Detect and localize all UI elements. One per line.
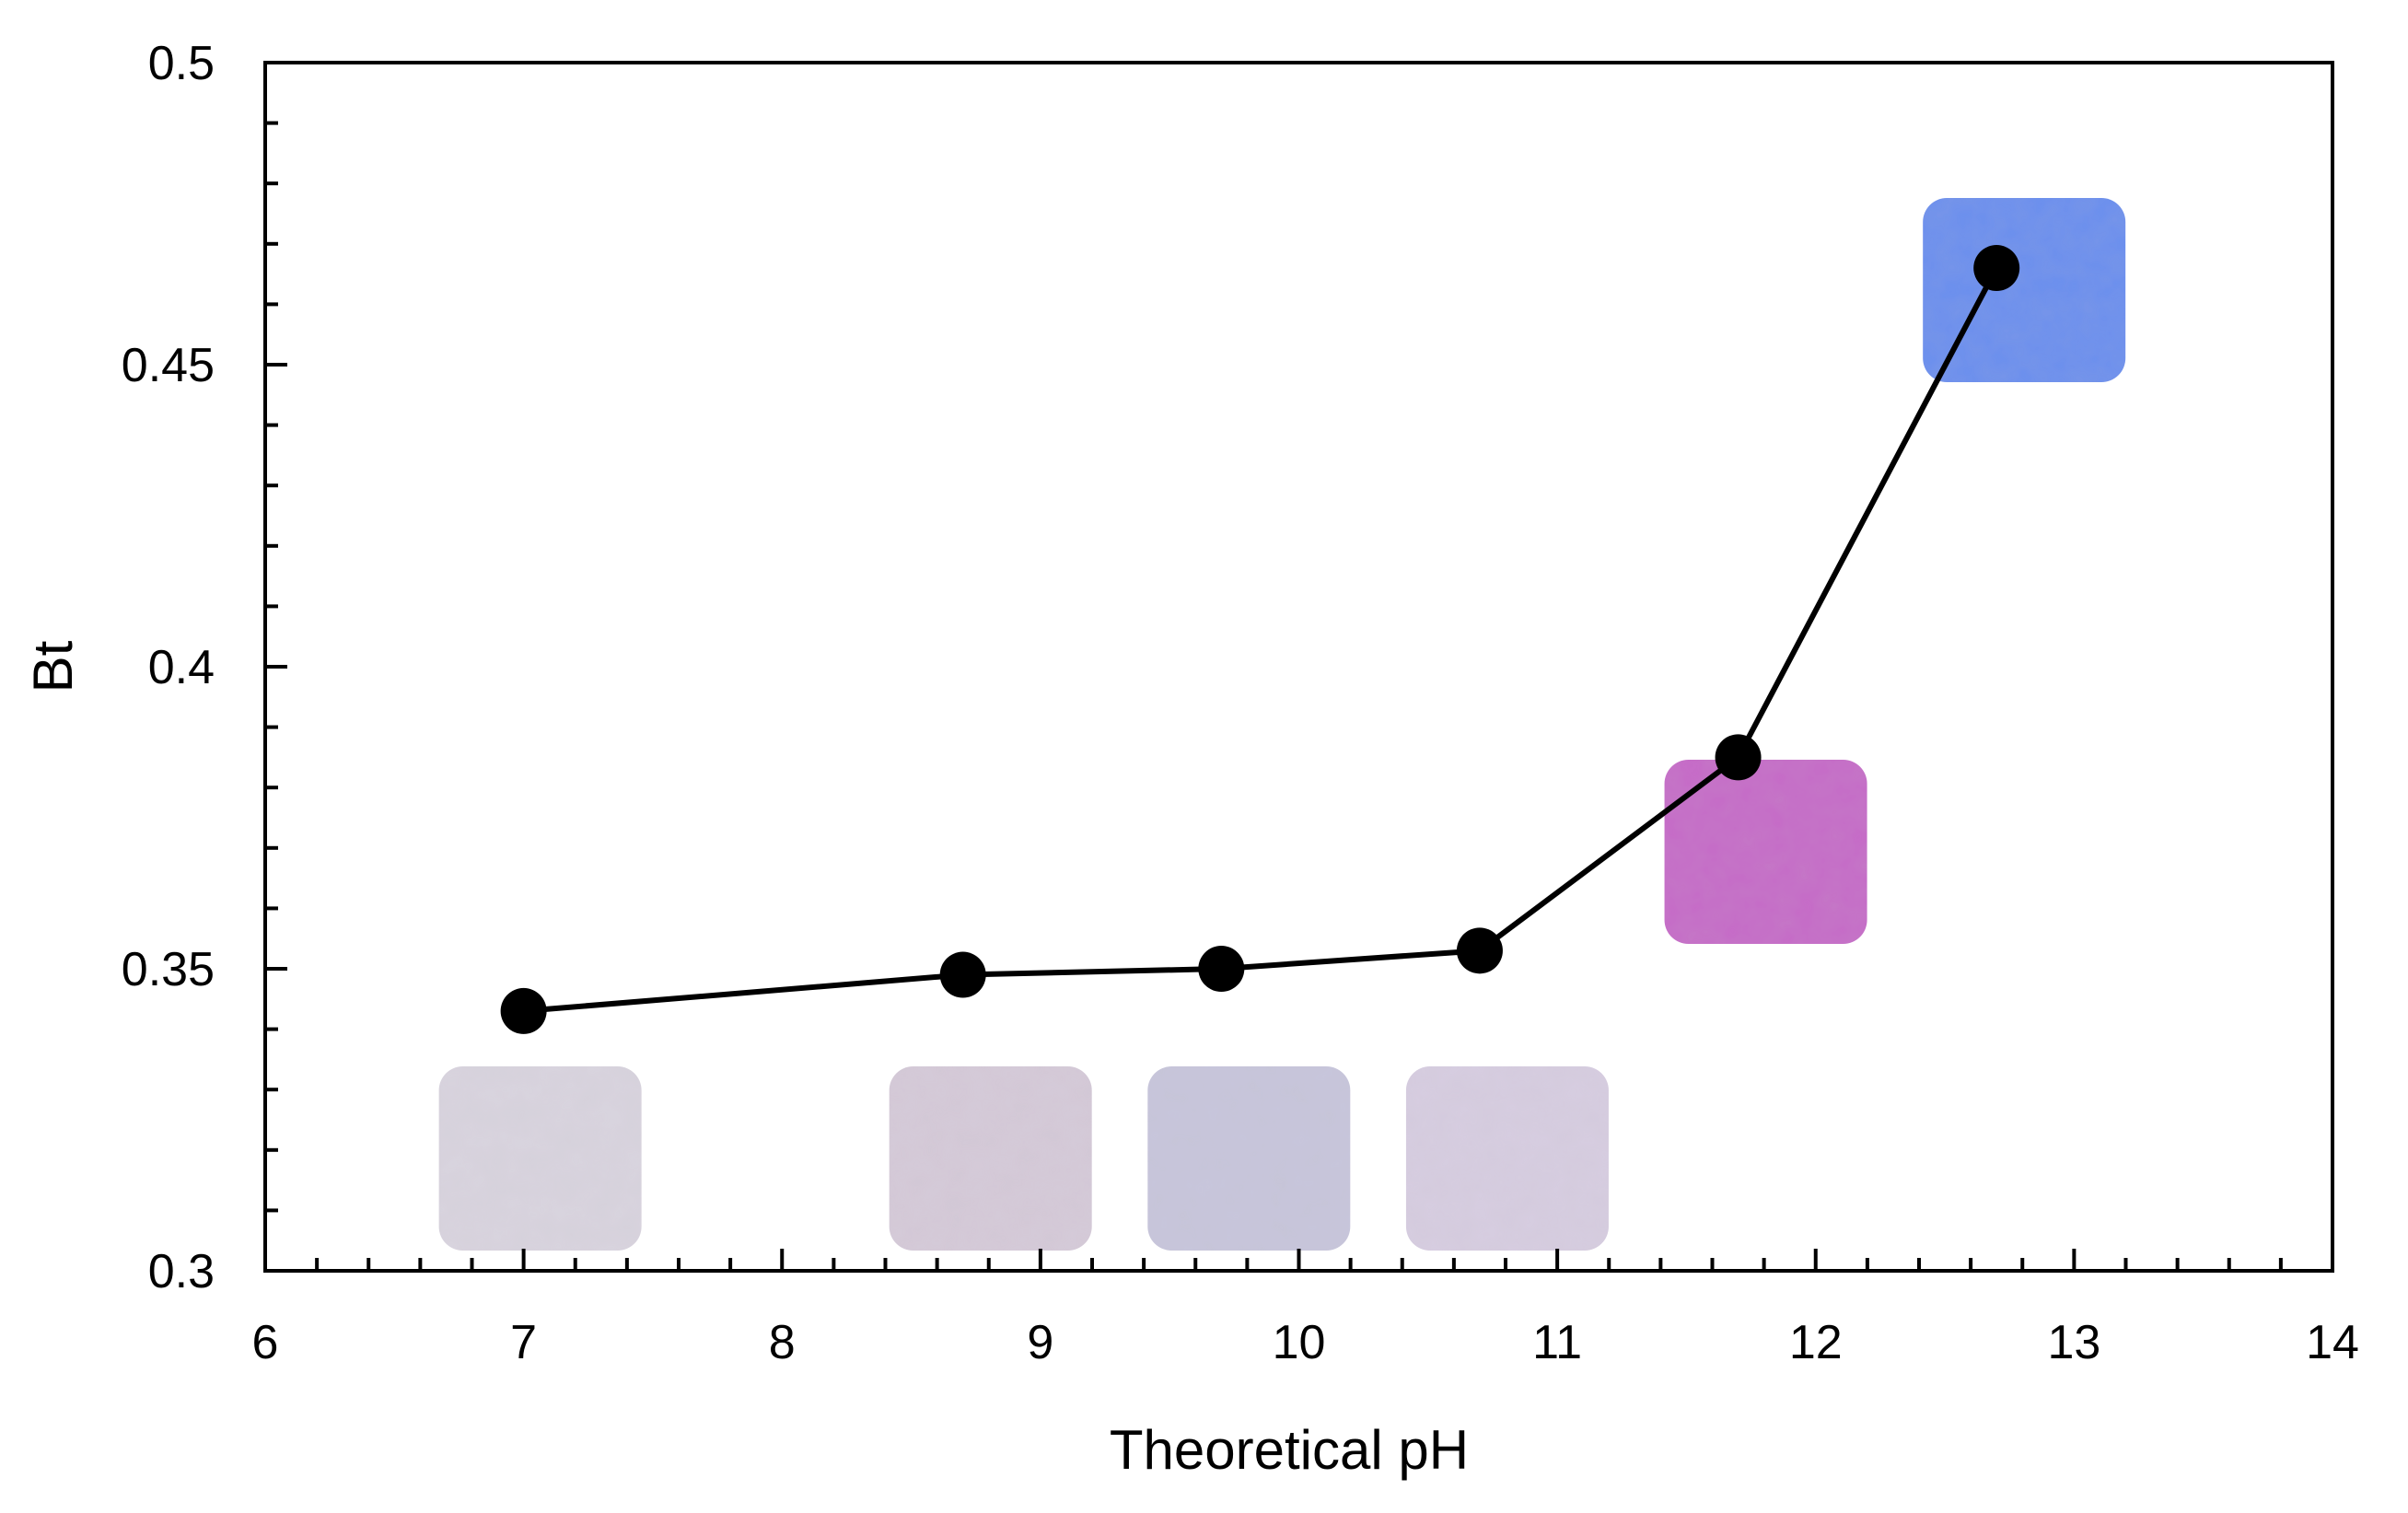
x-tick-label: 6 [252,1316,279,1369]
series-line [523,266,1999,1014]
x-tick-label: 12 [1789,1316,1843,1369]
x-tick-label: 7 [510,1316,537,1369]
data-point [1715,734,1762,781]
swatches [438,198,2126,1251]
color-swatch-ph-12-7 [1923,198,2126,382]
x-axis-tick-labels: 6 7 8 9 10 11 12 13 14 [252,1316,2359,1369]
x-axis-title: Theoretical pH [1110,1419,1469,1481]
y-tick-label: 0.5 [148,37,215,90]
color-swatch-ph-8-7 [889,1066,1092,1251]
x-axis-ticks [263,1249,2334,1271]
color-swatch-ph-9-7 [1147,1066,1351,1251]
x-tick-label: 11 [1532,1316,1582,1369]
color-swatch-ph-7 [438,1066,642,1251]
y-tick-label: 0.45 [122,339,215,392]
data-point [1198,946,1245,992]
y-tick-label: 0.35 [122,943,215,996]
y-tick-label: 0.4 [148,641,215,694]
data-point [939,951,986,998]
y-tick-label: 0.3 [148,1245,215,1298]
data-point [1973,245,2020,292]
x-tick-label: 8 [769,1316,796,1369]
data-point [1456,927,1503,974]
color-swatch-ph-10-7 [1405,1066,1609,1251]
y-axis-title: Bt [22,640,84,692]
x-tick-label: 13 [2047,1316,2100,1369]
series [500,245,2020,1034]
data-point [500,987,547,1034]
y-axis-ticks [265,61,287,1273]
x-tick-label: 10 [1273,1316,1326,1369]
color-swatch-ph-11-7 [1664,760,1867,944]
x-tick-label: 9 [1027,1316,1053,1369]
y-axis-tick-labels: 0.3 0.35 0.4 0.45 0.5 [122,37,215,1298]
x-tick-label: 14 [2306,1316,2359,1369]
